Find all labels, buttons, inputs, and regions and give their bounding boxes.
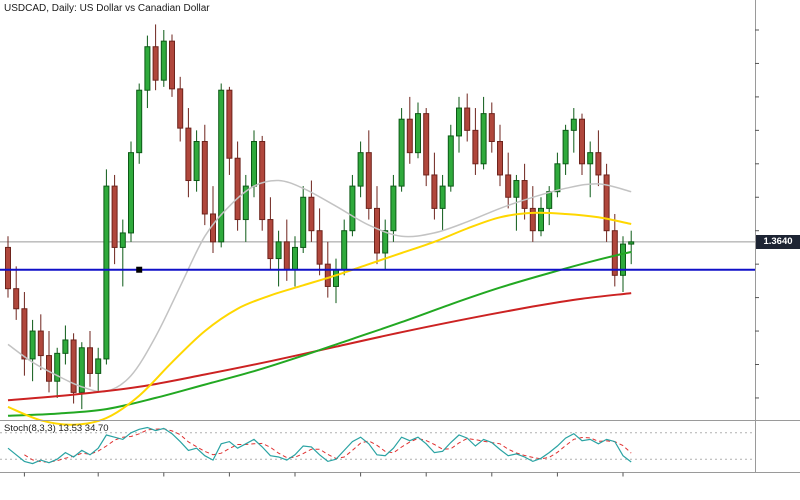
candle <box>103 169 110 365</box>
candle <box>62 325 69 365</box>
candle <box>111 174 118 265</box>
candle <box>37 314 44 371</box>
candle <box>595 130 602 187</box>
ma-red <box>7 292 632 402</box>
candle <box>185 108 192 198</box>
candle <box>497 124 503 187</box>
candle <box>620 236 626 293</box>
candle <box>78 342 85 410</box>
candle <box>5 236 11 298</box>
candle <box>128 141 134 242</box>
candles-layer <box>5 24 635 410</box>
candle <box>144 35 151 109</box>
candle <box>308 180 315 242</box>
candle <box>398 108 405 192</box>
candle <box>374 186 380 265</box>
candle <box>226 86 233 175</box>
candle <box>29 319 36 382</box>
candle <box>628 230 635 265</box>
candle <box>119 219 126 287</box>
candle <box>406 96 413 164</box>
stoch-main-line <box>7 426 632 465</box>
candle <box>431 152 438 220</box>
candle <box>562 124 569 175</box>
candle <box>21 292 28 376</box>
candle <box>152 24 159 91</box>
candle <box>275 230 282 287</box>
ma-yellow <box>7 211 632 426</box>
candle <box>210 186 216 253</box>
candle <box>95 347 102 393</box>
candle <box>538 197 544 237</box>
candle <box>382 219 389 270</box>
current-price-tag: 1.3640 <box>756 234 800 249</box>
candle <box>603 163 610 242</box>
candle <box>333 258 339 304</box>
candle <box>316 208 323 276</box>
candle <box>54 347 61 398</box>
candle <box>46 331 52 393</box>
candle <box>447 124 454 192</box>
candle <box>357 141 364 198</box>
candle <box>169 34 175 97</box>
candle <box>87 331 93 387</box>
candle <box>283 219 290 281</box>
candle <box>390 174 397 242</box>
candle <box>218 83 225 248</box>
candle <box>415 102 421 159</box>
candle <box>70 333 77 404</box>
candle <box>570 108 577 153</box>
candle <box>365 130 372 220</box>
candle <box>456 96 462 153</box>
candle <box>464 93 471 142</box>
candle <box>579 113 585 175</box>
time-axis[interactable]: 22 Mar 20243 Apr 202415 Apr 202425 Apr 2… <box>0 473 755 500</box>
candle <box>300 186 307 253</box>
candle <box>529 186 536 242</box>
candle <box>480 96 487 170</box>
candle <box>234 141 241 231</box>
candle <box>136 83 143 164</box>
candle <box>292 236 298 287</box>
candle <box>587 141 594 198</box>
candle <box>439 174 446 231</box>
candle <box>177 76 184 142</box>
stochastic-label: Stoch(8,3,3) 13.53 34.70 <box>4 423 109 434</box>
candle <box>505 152 512 209</box>
hline-drag-handle[interactable] <box>136 266 143 273</box>
candle <box>472 108 479 175</box>
candle <box>611 213 618 287</box>
candle <box>193 130 200 192</box>
candle <box>13 266 20 320</box>
candle <box>160 30 167 87</box>
ma-green <box>7 250 632 417</box>
candle <box>349 174 356 237</box>
symbol-title: USDCAD, Daily: US Dollar vs Canadian Dol… <box>4 3 210 14</box>
candle <box>521 163 528 220</box>
candle <box>267 197 274 270</box>
candle <box>341 219 348 276</box>
stoch-signal-line <box>24 428 632 463</box>
candle <box>488 102 495 153</box>
candle <box>242 174 249 242</box>
candle <box>423 108 430 187</box>
candle <box>201 124 208 226</box>
